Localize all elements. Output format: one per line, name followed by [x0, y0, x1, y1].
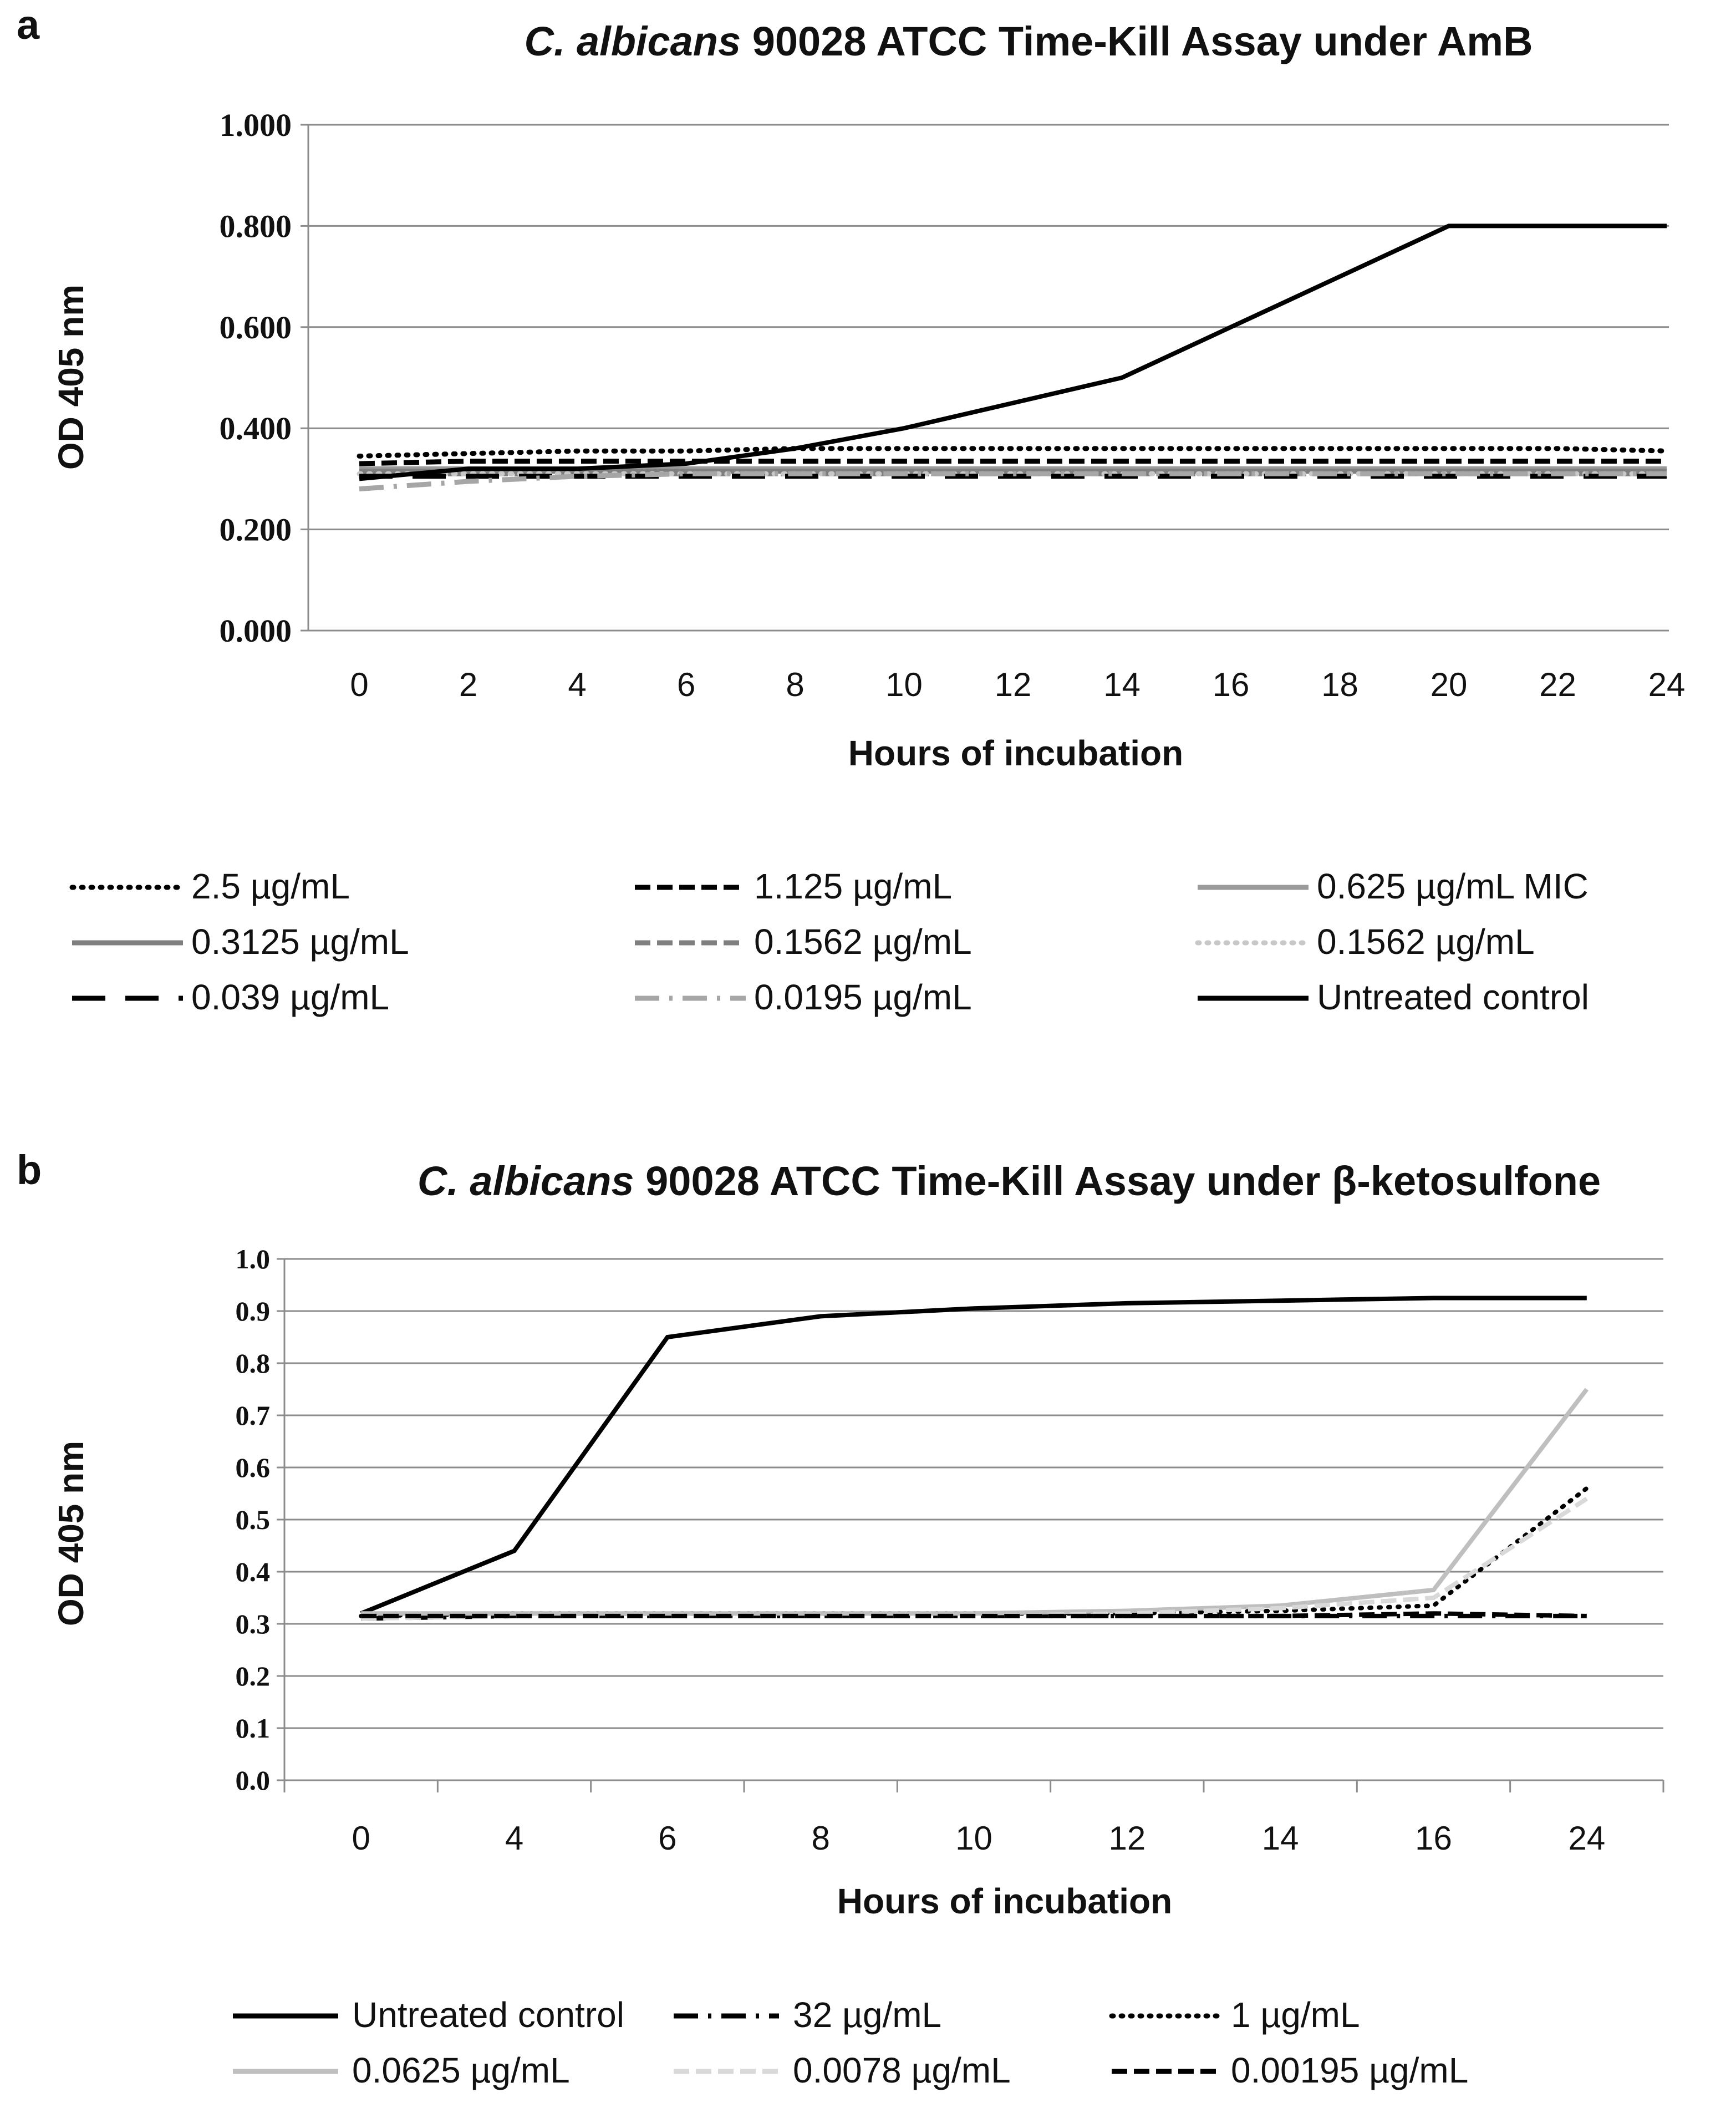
panel-b-ytick-label: 1.0 [236, 1243, 271, 1274]
panel-a-ylabel: OD 405 nm [51, 285, 91, 470]
panel-b-label: b [17, 1147, 42, 1193]
panel-b-ytick-label: 0.0 [236, 1765, 271, 1796]
panel-a-xtick-label: 10 [885, 666, 923, 703]
panel-a-xtick-label: 0 [350, 666, 368, 703]
panel-a-xtick-label: 2 [459, 666, 477, 703]
panel-a-legend-label: 0.625 µg/mL MIC [1317, 866, 1589, 906]
panel-b-title-rest: 90028 ATCC Time-Kill Assay under β-ketos… [634, 1158, 1601, 1204]
panel-b-ytick-label: 0.3 [236, 1608, 271, 1639]
panel-b-xtick-label: 6 [658, 1820, 676, 1857]
panel-a-xtick-label: 22 [1539, 666, 1576, 703]
panel-a-xtick-label: 14 [1103, 666, 1141, 703]
panel-a-label: a [17, 2, 40, 48]
panel-b-legend-label: 1 µg/mL [1231, 1995, 1360, 2035]
panel-a-legend-label: 2.5 µg/mL [191, 866, 350, 906]
panel-a-xtick-label: 6 [677, 666, 695, 703]
panel-a-series-line [359, 224, 1667, 481]
panel-a-xtick-label: 4 [568, 666, 586, 703]
panel-b-ytick-label: 0.5 [236, 1504, 271, 1535]
panel-b-ytick-label: 0.9 [236, 1296, 271, 1327]
panel-a-ytick-label: 1.000 [220, 107, 292, 143]
panel-a-xtick-label: 12 [995, 666, 1032, 703]
panel-b-series-line [361, 1497, 1588, 1621]
panel-a-legend-label: 0.039 µg/mL [191, 977, 389, 1017]
panel-a-xtick-label: 20 [1430, 666, 1468, 703]
panel-b-title-italic: C. albicans [418, 1158, 634, 1204]
panel-b-ytick-label: 0.7 [236, 1400, 271, 1431]
panel-b-legend-label: 0.0078 µg/mL [793, 2050, 1011, 2090]
panel-a-title: C. albicans 90028 ATCC Time-Kill Assay u… [524, 18, 1533, 64]
panel-a-ytick-label: 0.400 [220, 410, 292, 446]
panel-a-legend-label: Untreated control [1317, 977, 1589, 1017]
panel-b-legend-label: 32 µg/mL [793, 1995, 941, 2035]
panel-a-ytick-label: 0.200 [220, 512, 292, 548]
panel-a-title-italic: C. albicans [524, 18, 741, 64]
panel-b-title: C. albicans 90028 ATCC Time-Kill Assay u… [418, 1158, 1601, 1204]
panel-a-series-line [359, 459, 1667, 466]
panel-a-ytick-label: 0.600 [220, 309, 292, 346]
panel-a-legend-label: 1.125 µg/mL [754, 866, 952, 906]
panel-b-legend-label: Untreated control [352, 1995, 624, 2035]
panel-b-xtick-label: 14 [1262, 1820, 1299, 1857]
panel-a-legend: 2.5 µg/mL 1.125 µg/mL 0.625 µg/mL MIC 0.312… [69, 866, 1589, 1017]
panel-a-title-rest: 90028 ATCC Time-Kill Assay under AmB [741, 18, 1533, 64]
panel-b-xtick-label: 8 [811, 1820, 829, 1857]
panel-b-series-line [361, 1611, 1587, 1618]
panel-b-xtick-label: 24 [1568, 1820, 1605, 1857]
panel-b-chart: b C. albicans 90028 ATCC Time-Kill Assay… [17, 1147, 1664, 2090]
panel-b-ytick-label: 0.2 [236, 1660, 271, 1692]
panel-a-legend-label: 0.3125 µg/mL [191, 922, 409, 962]
panel-b-xtick-label: 10 [955, 1820, 992, 1857]
panel-b-ylabel: OD 405 nm [51, 1441, 91, 1626]
panel-a-ytick-label: 0.000 [220, 613, 292, 649]
panel-b-xtick-label: 4 [505, 1820, 523, 1857]
panel-b-legend-label: 0.00195 µg/mL [1231, 2050, 1468, 2090]
panel-a-xtick-label: 18 [1321, 666, 1358, 703]
panel-a-xtick-label: 16 [1213, 666, 1250, 703]
panel-a-xtick-label: 8 [786, 666, 804, 703]
panel-b-ytick-label: 0.4 [236, 1556, 271, 1587]
panel-a-legend-label: 0.0195 µg/mL [754, 977, 972, 1017]
panel-b-xtick-label: 16 [1415, 1820, 1452, 1857]
panel-a-ytick-label: 0.800 [220, 208, 292, 244]
panel-b-legend: Untreated control 32 µg/mL 1 µg/mL 0.0625 µ… [233, 1995, 1468, 2090]
panel-b-series-line [360, 1296, 1587, 1616]
panel-a-legend-label: 0.1562 µg/mL [754, 922, 972, 962]
panel-a-xlabel: Hours of incubation [848, 733, 1183, 773]
panel-b-series-line [361, 1388, 1589, 1616]
panel-b-xtick-label: 12 [1108, 1820, 1146, 1857]
panel-b-ytick-label: 0.1 [236, 1713, 271, 1744]
panel-b-ytick-label: 0.8 [236, 1348, 271, 1379]
panel-a-xtick-label: 24 [1648, 666, 1686, 703]
panel-a-legend-label: 0.1562 µg/mL [1317, 922, 1535, 962]
panel-b-ytick-label: 0.6 [236, 1452, 271, 1483]
panel-b-xtick-label: 0 [352, 1820, 370, 1857]
panel-a-chart: a C. albicans 90028 ATCC Time-Kill Assay… [17, 2, 1685, 1017]
panel-b-xlabel: Hours of incubation [837, 1881, 1172, 1921]
panel-a-series-line [357, 446, 1669, 459]
panel-b-legend-label: 0.0625 µg/mL [352, 2050, 570, 2090]
